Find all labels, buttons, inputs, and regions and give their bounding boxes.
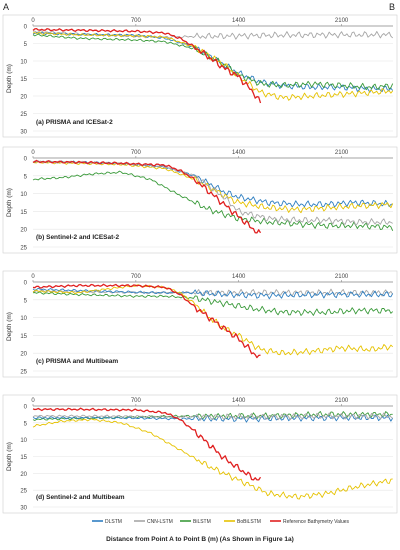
- y-axis-label: Depth (m): [6, 64, 13, 93]
- y-tick-label: 10: [20, 60, 27, 66]
- point-a-label: A: [3, 2, 9, 12]
- series-line-dlstm: [32, 287, 394, 300]
- x-tick-label: 1400: [232, 18, 246, 24]
- legend-label: BiLSTM: [193, 519, 211, 525]
- series-line-bobilstm: [32, 284, 394, 356]
- x-tick-label: 0: [31, 398, 35, 404]
- y-tick-label: 15: [20, 210, 27, 216]
- y-axis-label: Depth (m): [6, 312, 13, 341]
- x-axis-label: Distance from Point A to Point B (m) (As…: [106, 536, 294, 543]
- series-line-bobilstm: [32, 31, 394, 101]
- panel-frame: [2, 14, 398, 138]
- y-tick-label: 0: [24, 25, 28, 31]
- y-tick-label: 15: [20, 334, 27, 340]
- panel-title: (b) Sentinel-2 and ICESat-2: [36, 234, 119, 241]
- y-tick-label: 0: [24, 157, 28, 163]
- y-axis-label: Depth (m): [6, 442, 13, 471]
- series-line-bilstm: [32, 291, 394, 316]
- y-tick-label: 25: [20, 112, 27, 118]
- y-tick-label: 20: [20, 95, 27, 101]
- panel-title: (c) PRISMA and Multibeam: [36, 358, 118, 365]
- legend: DLSTM CNN-LSTM BiLSTM BoBiLSTM Reference Bat…: [92, 519, 350, 525]
- x-tick-label: 2100: [335, 18, 349, 24]
- y-tick-label: 5: [24, 42, 28, 48]
- y-tick-label: 25: [20, 489, 27, 495]
- legend-label: Reference Bathymetry Values: [283, 519, 350, 525]
- x-tick-label: 700: [131, 398, 142, 404]
- chart-panel-3: 0 5 10 15 20 25 0 700 1400 2100 Depth (m) (c) PRISM…: [2, 270, 398, 378]
- legend-label: BoBiLSTM: [237, 519, 261, 525]
- x-tick-label: 2100: [335, 274, 349, 280]
- y-tick-label: 15: [20, 77, 27, 83]
- chart-panel-1: 0 5 10 15 20 25 30 0 700 1400 2100 Depth (m) (a) PRI…: [2, 14, 398, 138]
- y-tick-label: 15: [20, 455, 27, 461]
- x-tick-label: 0: [31, 18, 35, 24]
- series-line-reference-bathymetry-values: [32, 159, 262, 234]
- panel-frame: [2, 146, 398, 254]
- legend-label: CNN-LSTM: [147, 519, 173, 525]
- point-b-label: B: [389, 2, 395, 12]
- x-tick-label: 1400: [232, 150, 246, 156]
- y-tick-label: 30: [20, 130, 27, 136]
- y-tick-label: 5: [24, 421, 28, 427]
- panel-title: (a) PRISMA and ICESat-2: [36, 119, 113, 126]
- x-tick-label: 700: [131, 274, 142, 280]
- y-tick-label: 20: [20, 352, 27, 358]
- legend-label: DLSTM: [105, 519, 122, 525]
- x-tick-label: 700: [131, 18, 142, 24]
- x-tick-label: 2100: [335, 150, 349, 156]
- y-tick-label: 20: [20, 228, 27, 234]
- y-tick-label: 30: [20, 506, 27, 512]
- y-tick-label: 20: [20, 472, 27, 478]
- x-tick-label: 1400: [232, 398, 246, 404]
- series-line-reference-bathymetry-values: [32, 407, 262, 481]
- y-tick-label: 0: [24, 405, 28, 411]
- panel-frame: [2, 270, 398, 378]
- y-tick-label: 10: [20, 316, 27, 322]
- x-tick-label: 0: [31, 150, 35, 156]
- chart-panel-4: 0 5 10 15 20 25 30 0 700 1400 2100 Depth (m) (d) Sen…: [2, 394, 398, 514]
- y-tick-label: 25: [20, 246, 27, 252]
- chart-panels: 0 5 10 15 20 25 30 0 700 1400 2100 Depth (m) (a) PRI…: [2, 14, 398, 514]
- y-tick-label: 5: [24, 298, 28, 304]
- x-tick-label: 2100: [335, 398, 349, 404]
- y-tick-label: 10: [20, 438, 27, 444]
- y-tick-label: 0: [24, 281, 28, 287]
- x-tick-label: 0: [31, 274, 35, 280]
- chart-panel-2: 0 5 10 15 20 25 0 700 1400 2100 Depth (m) (b) Senti…: [2, 146, 398, 254]
- y-tick-label: 5: [24, 174, 28, 180]
- series-line-bilstm: [32, 411, 393, 421]
- series-line-reference-bathymetry-values: [32, 27, 262, 104]
- series-line-dlstm: [32, 160, 393, 208]
- panel-title: (d) Sentinel-2 and Multibeam: [36, 494, 125, 501]
- series-line-cnn-lstm: [32, 412, 393, 421]
- panel-frame: [2, 394, 398, 514]
- series-line-bilstm: [32, 170, 394, 231]
- series-line-cnn-lstm: [32, 160, 393, 226]
- x-tick-label: 700: [131, 150, 142, 156]
- y-tick-label: 10: [20, 192, 27, 198]
- y-axis-label: Depth (m): [6, 188, 13, 217]
- x-tick-label: 1400: [232, 274, 246, 280]
- series-line-bobilstm: [32, 418, 393, 500]
- series-line-reference-bathymetry-values: [32, 283, 261, 359]
- y-tick-label: 25: [20, 370, 27, 376]
